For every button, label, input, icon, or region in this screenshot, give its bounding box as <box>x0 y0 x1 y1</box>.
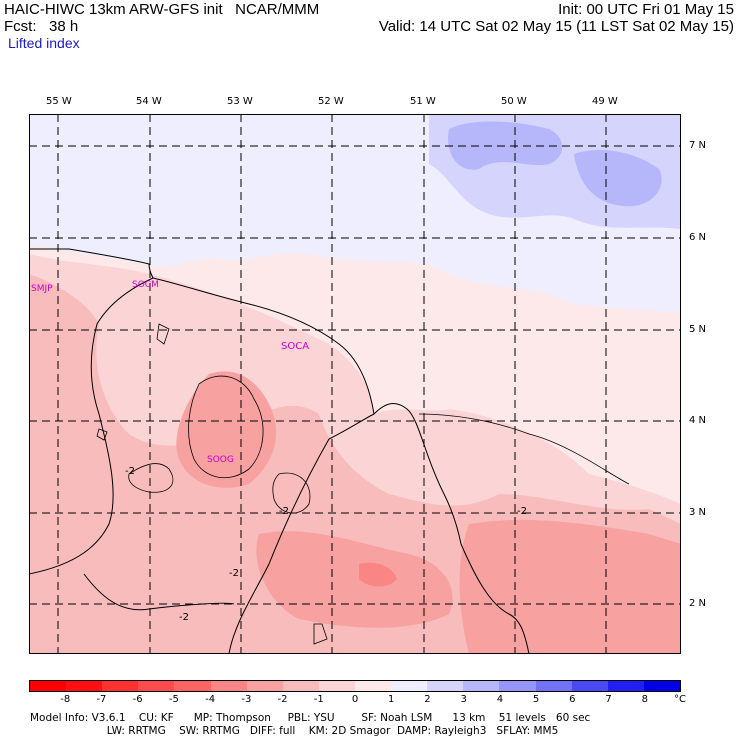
colorbar-tick-label: -8 <box>60 694 71 705</box>
colorbar-swatch <box>282 681 319 691</box>
map-frame <box>29 114 681 654</box>
contour-label: -2 <box>229 568 239 579</box>
contour-lines <box>96 323 630 645</box>
field-name: Lifted index <box>8 35 80 51</box>
colorbar-swatch <box>499 681 536 691</box>
colorbar-tick-label: 8 <box>641 694 648 705</box>
colorbar-swatch <box>318 681 355 691</box>
colorbar-tick-label: 3 <box>460 694 467 705</box>
colorbar-swatch <box>607 681 644 691</box>
contour-label: -2 <box>125 466 135 477</box>
colorbar-swatch <box>427 681 464 691</box>
model-title: HAIC-HIWC 13km ARW-GFS init NCAR/MMM <box>4 1 320 18</box>
lon-label-55w: 55 W <box>46 96 72 107</box>
political-boundaries <box>29 224 530 654</box>
station-label-soog: SOOG <box>207 455 234 465</box>
colorbar-tick-label: -2 <box>277 694 288 705</box>
colorbar-tick-label: 0 <box>351 694 359 705</box>
model-info-line1: Model Info: V3.6.1 CU: KF MP: Thompson P… <box>30 712 591 724</box>
colorbar-swatch <box>246 681 283 691</box>
lat-label-2n: 2 N <box>689 598 707 609</box>
lat-label-7n: 7 N <box>689 140 707 151</box>
colorbar-swatch <box>535 681 572 691</box>
colorbar-swatch <box>174 681 211 691</box>
lon-label-53w: 53 W <box>227 96 253 107</box>
contour-label: -2 <box>179 612 189 623</box>
colorbar-swatch <box>66 681 103 691</box>
colorbar-swatch <box>571 681 608 691</box>
forecast-hour: Fcst: 38 h <box>4 18 79 35</box>
colorbar-tick-label: -4 <box>205 694 216 705</box>
colorbar-swatch <box>102 681 139 691</box>
contour-label: -2 <box>517 506 527 517</box>
valid-time: Valid: 14 UTC Sat 02 May 15 (11 LST Sat … <box>378 18 734 35</box>
field-zone-minus4 <box>359 562 397 587</box>
lat-label-3n: 3 N <box>689 507 707 518</box>
lon-label-54w: 54 W <box>136 96 162 107</box>
lat-label-6n: 6 N <box>689 232 707 243</box>
colorbar-tick-label: 5 <box>532 694 540 705</box>
field-zone-plus3-b <box>574 149 662 207</box>
contour-label: -2 <box>279 506 289 517</box>
colorbar-swatch <box>391 681 428 691</box>
colorbar-unit: °C <box>674 694 686 705</box>
colorbar-tick-label: 2 <box>424 694 431 705</box>
colorbar-swatch <box>463 681 500 691</box>
station-label-socm: SOCM <box>132 280 159 290</box>
model-info-line2: LW: RRTMG SW: RRTMG DIFF: full KM: 2D Sm… <box>30 725 559 737</box>
colorbar-tick-label: -7 <box>96 694 107 705</box>
station-label-soca: SOCA <box>281 341 309 352</box>
lon-label-52w: 52 W <box>318 96 344 107</box>
lon-label-51w: 51 W <box>410 96 436 107</box>
colorbar-tick-label: -3 <box>241 694 252 705</box>
colorbar-swatch <box>354 681 392 691</box>
colorbar-tick-label: 4 <box>496 694 504 705</box>
field-zone-plus3-a <box>448 121 563 170</box>
colorbar-swatch <box>30 681 67 691</box>
lat-label-4n: 4 N <box>689 415 707 426</box>
init-time: Init: 00 UTC Fri 01 May 15 <box>558 1 734 18</box>
colorbar-swatch <box>643 681 680 691</box>
field-zone-minus3-c <box>459 519 681 654</box>
colorbar-tick-label: -5 <box>168 694 179 705</box>
lon-label-50w: 50 W <box>501 96 527 107</box>
lon-label-49w: 49 W <box>592 96 618 107</box>
colorbar-swatch <box>210 681 247 691</box>
colorbar-swatch <box>138 681 175 691</box>
lat-label-5n: 5 N <box>689 324 707 335</box>
colorbar-tick-label: 6 <box>569 694 576 705</box>
lat-lon-grid <box>29 114 681 654</box>
field-zone-minus3-a <box>176 371 277 488</box>
station-label-smjp: SMJP <box>31 284 53 294</box>
colorbar-tick-label: -6 <box>132 694 143 705</box>
colorbar <box>29 680 681 692</box>
lifted-index-map: SMJP SOCM SOCA SOOG -2 -2 -2 -2 -2 <box>29 114 681 654</box>
colorbar-tick-label: -1 <box>313 694 324 705</box>
colorbar-tick-label: 1 <box>388 694 395 705</box>
colorbar-tick-label: 7 <box>605 694 612 705</box>
